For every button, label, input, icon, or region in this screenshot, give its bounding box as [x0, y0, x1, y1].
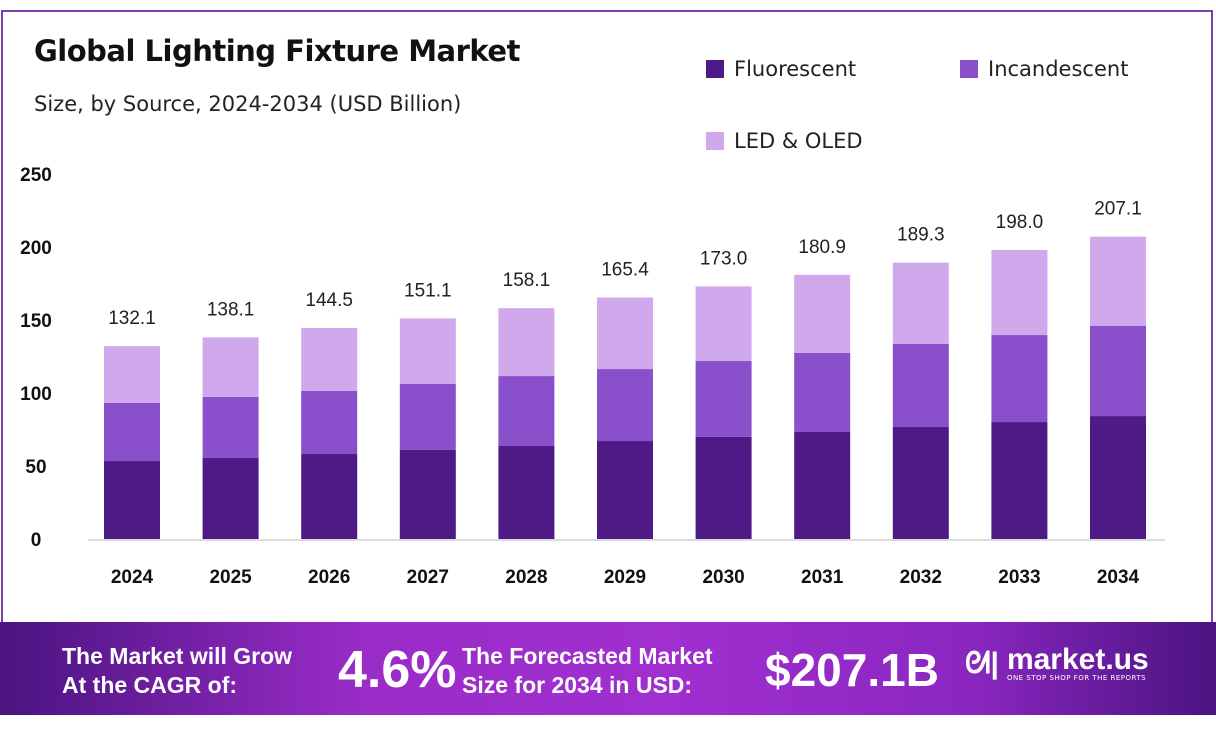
- bar-segment-fluorescent: [794, 431, 851, 539]
- market-us-logo: ᘛ| market.us ONE STOP SHOP FOR THE REPOR…: [965, 643, 1149, 683]
- logo-tagline: ONE STOP SHOP FOR THE REPORTS: [1006, 674, 1147, 682]
- bar-segment-incandescent: [794, 352, 851, 432]
- logo-icon: ᘛ|: [965, 647, 999, 680]
- bar-segment-fluorescent: [301, 454, 358, 539]
- bar-segment-fluorescent: [991, 422, 1048, 539]
- bar-segment-incandescent: [892, 343, 949, 428]
- bar-segment-led-oled: [498, 308, 555, 377]
- bar-total-label: 138.1: [207, 299, 255, 320]
- bar-segment-incandescent: [597, 369, 653, 442]
- chart-frame: [1, 10, 1213, 622]
- chart-subtitle: Size, by Source, 2024-2034 (USD Billion): [34, 92, 462, 116]
- bar-total-label: 198.0: [996, 212, 1044, 233]
- bar-segment-incandescent: [498, 376, 555, 446]
- y-tick-label: 0: [31, 530, 42, 551]
- bar-segment-led-oled: [301, 328, 358, 391]
- bar-total-label: 180.9: [798, 237, 846, 258]
- bar-segment-led-oled: [399, 318, 456, 384]
- x-tick-label: 2027: [407, 567, 449, 588]
- cagr-label-line: At the CAGR of:: [62, 672, 238, 698]
- legend-label: Incandescent: [988, 57, 1129, 81]
- x-tick-label: 2025: [209, 567, 252, 588]
- bar-segment-fluorescent: [104, 461, 160, 539]
- legend-label: Fluorescent: [734, 57, 857, 81]
- y-tick-label: 200: [20, 238, 52, 259]
- bar-total-label: 189.3: [897, 225, 945, 246]
- bar-segment-led-oled: [104, 346, 160, 403]
- cagr-label-line: The Market will Grow: [62, 643, 293, 669]
- bar-segment-incandescent: [399, 383, 456, 450]
- bar-segment-fluorescent: [695, 436, 752, 539]
- bar-segment-fluorescent: [498, 445, 555, 539]
- legend-led-oled: LED & OLED: [706, 129, 863, 153]
- bar-total-label: 207.1: [1094, 199, 1142, 220]
- y-tick-label: 150: [20, 311, 52, 332]
- bar-segment-led-oled: [794, 274, 851, 353]
- legend-swatch: [960, 60, 978, 78]
- cagr-label: The Market will Grow At the CAGR of:: [62, 642, 292, 700]
- x-tick-label: 2029: [604, 567, 646, 588]
- bar-segment-fluorescent: [892, 427, 949, 539]
- bar-segment-incandescent: [1090, 325, 1146, 417]
- chart-title: Global Lighting Fixture Market: [34, 34, 520, 68]
- bar-total-label: 144.5: [305, 290, 353, 311]
- y-tick-label: 50: [25, 457, 46, 478]
- legend-swatch: [706, 60, 724, 78]
- bar-segment-fluorescent: [1090, 416, 1146, 539]
- forecast-label: The Forecasted Market Size for 2034 in U…: [462, 642, 713, 700]
- bar-segment-led-oled: [892, 262, 949, 344]
- bar-segment-led-oled: [991, 249, 1048, 336]
- bar-segment-incandescent: [202, 396, 259, 458]
- bar-segment-led-oled: [202, 337, 259, 397]
- bar-total-label: 132.1: [108, 308, 156, 329]
- bar-segment-incandescent: [991, 335, 1048, 423]
- bar-segment-fluorescent: [597, 441, 653, 539]
- bar-segment-led-oled: [597, 297, 653, 370]
- x-tick-label: 2032: [900, 567, 942, 588]
- x-tick-label: 2030: [702, 567, 744, 588]
- x-tick-label: 2028: [505, 567, 547, 588]
- x-tick-label: 2033: [998, 567, 1040, 588]
- bar-total-label: 173.0: [700, 248, 748, 269]
- y-tick-label: 100: [20, 384, 52, 405]
- x-tick-label: 2026: [308, 567, 350, 588]
- bar-segment-fluorescent: [399, 449, 456, 539]
- legend-fluorescent: Fluorescent: [706, 57, 856, 81]
- forecast-label-line: Size for 2034 in USD:: [462, 672, 693, 698]
- legend-incandescent: Incandescent: [960, 57, 1128, 81]
- forecast-value: $207.1B: [765, 644, 939, 696]
- y-tick-label: 250: [20, 165, 52, 186]
- legend-swatch: [706, 132, 724, 150]
- bar-total-label: 158.1: [503, 270, 551, 291]
- stacked-bar-chart: 0 50 100 150 200 250 132.1 2024 138.1 2025 144.5 20…: [20, 165, 1165, 588]
- x-tick-label: 2034: [1097, 567, 1140, 588]
- bar-total-label: 151.1: [404, 280, 452, 301]
- logo-name: market.us: [1006, 643, 1149, 676]
- cagr-value: 4.6%: [338, 641, 457, 699]
- bar-segment-led-oled: [695, 286, 752, 362]
- bar-segment-fluorescent: [202, 457, 259, 539]
- bar-segment-incandescent: [104, 402, 160, 462]
- bar-segment-led-oled: [1090, 236, 1146, 326]
- x-tick-label: 2031: [801, 567, 844, 588]
- bar-total-label: 165.4: [601, 260, 649, 281]
- x-tick-label: 2024: [111, 567, 154, 588]
- bar-segment-incandescent: [695, 361, 752, 437]
- legend-label: LED & OLED: [734, 129, 863, 153]
- summary-banner: The Market will Grow At the CAGR of: 4.6…: [0, 622, 1216, 715]
- bar-segment-incandescent: [301, 390, 358, 455]
- forecast-label-line: The Forecasted Market: [462, 643, 713, 669]
